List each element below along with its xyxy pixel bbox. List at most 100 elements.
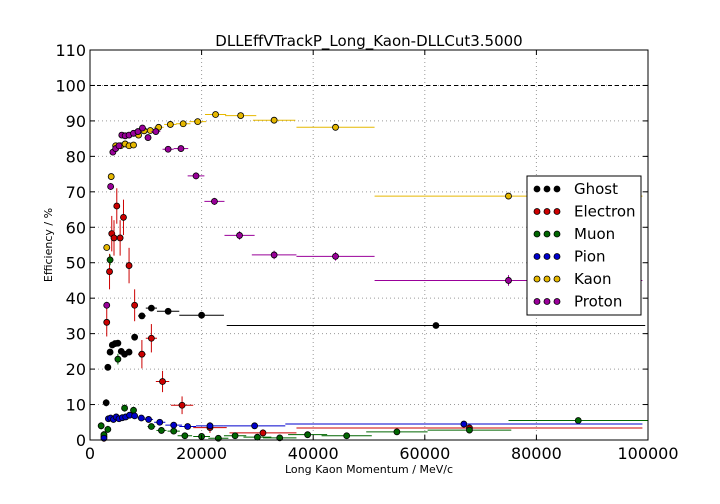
marker — [103, 244, 111, 251]
data-point-electron — [120, 199, 127, 236]
marker — [146, 127, 154, 134]
marker — [170, 427, 178, 435]
y-tick-label: 70 — [66, 183, 86, 202]
data-point-ghost — [114, 339, 122, 347]
marker — [574, 417, 582, 424]
data-point-electron — [137, 340, 146, 369]
y-tick-label: 30 — [66, 325, 86, 344]
data-point-proton — [187, 172, 205, 180]
data-point-electron — [155, 370, 170, 393]
marker — [114, 339, 122, 347]
data-point-electron — [131, 289, 139, 322]
marker — [152, 128, 160, 135]
data-point-muon — [104, 425, 112, 433]
y-tick-label: 40 — [66, 289, 86, 308]
data-point-pion — [131, 412, 139, 420]
marker — [125, 262, 133, 269]
legend-marker — [533, 185, 541, 193]
data-point-electron — [145, 324, 157, 353]
marker — [212, 111, 219, 118]
marker — [106, 348, 114, 356]
marker — [147, 304, 155, 312]
legend-label: Muon — [574, 225, 615, 243]
data-point-proton — [204, 197, 225, 205]
legend-box — [526, 175, 642, 316]
x-tick-label: 40000 — [288, 444, 339, 463]
data-point-muon — [427, 426, 512, 434]
marker — [332, 123, 339, 131]
data-point-electron — [103, 308, 111, 337]
marker — [97, 422, 105, 430]
data-point-pion — [196, 422, 224, 430]
marker — [134, 128, 142, 135]
legend-label: Proton — [574, 293, 622, 311]
y-axis-label: Efficiency / % — [42, 208, 55, 282]
data-point-proton — [173, 145, 189, 152]
legend-entry-electron: Electron — [533, 203, 636, 221]
legend-marker — [533, 298, 541, 305]
data-point-proton — [134, 128, 142, 135]
legend-label: Pion — [574, 248, 606, 266]
marker — [131, 301, 139, 309]
marker — [103, 318, 111, 326]
data-point-proton — [115, 142, 123, 150]
legend-marker — [553, 185, 561, 193]
data-point-pion — [144, 416, 154, 423]
data-point-kaon — [204, 111, 227, 118]
legend-marker — [553, 253, 561, 260]
legend-label: Kaon — [574, 270, 611, 288]
marker — [166, 121, 174, 128]
data-point-muon — [223, 432, 247, 440]
marker — [304, 431, 312, 439]
data-point-proton — [162, 145, 174, 153]
marker — [147, 423, 155, 430]
marker — [121, 404, 128, 412]
marker — [156, 418, 164, 426]
marker — [270, 251, 278, 259]
ticks-layer: 0 20000 40000 60000 80000 100000 0 10 20 30 40 50 60… — [55, 41, 678, 463]
marker — [259, 429, 267, 437]
data-point-kaon — [175, 120, 191, 128]
data-point-muon — [288, 431, 328, 439]
x-tick-label: 100000 — [617, 444, 678, 463]
data-point-proton — [151, 128, 161, 135]
x-tick-label: 0 — [85, 444, 95, 463]
marker — [104, 363, 112, 371]
marker — [393, 428, 401, 436]
y-tick-label: 100 — [55, 76, 86, 95]
data-point-pion — [154, 418, 166, 426]
data-point-kaon — [189, 118, 207, 126]
marker — [505, 277, 512, 284]
data-point-proton — [107, 182, 115, 191]
data-point-muon — [106, 254, 114, 266]
data-point-proton — [224, 231, 255, 240]
marker — [237, 112, 245, 119]
marker — [164, 145, 172, 153]
data-point-muon — [177, 432, 193, 440]
marker — [103, 301, 111, 309]
data-point-electron — [113, 188, 121, 224]
marker — [145, 416, 152, 423]
marker — [177, 145, 185, 152]
marker — [194, 118, 202, 126]
legend-marker — [553, 208, 561, 215]
data-point-proton — [139, 124, 146, 132]
legend-entry-ghost: Ghost — [533, 180, 618, 198]
marker — [107, 173, 115, 180]
marker — [432, 322, 440, 329]
marker — [114, 355, 122, 363]
data-point-muon — [243, 433, 272, 441]
data-point-pion — [285, 420, 643, 428]
data-point-proton — [103, 301, 111, 309]
legend-marker — [533, 230, 541, 238]
data-point-kaon — [107, 173, 115, 180]
data-point-ghost — [156, 307, 180, 315]
data-point-pion — [137, 414, 146, 422]
series-layer — [97, 111, 648, 442]
data-point-ghost — [104, 363, 112, 371]
data-point-muon — [262, 434, 297, 442]
marker — [125, 348, 133, 356]
data-point-kaon — [252, 116, 296, 124]
data-point-muon — [130, 406, 137, 414]
data-point-pion — [126, 411, 134, 419]
